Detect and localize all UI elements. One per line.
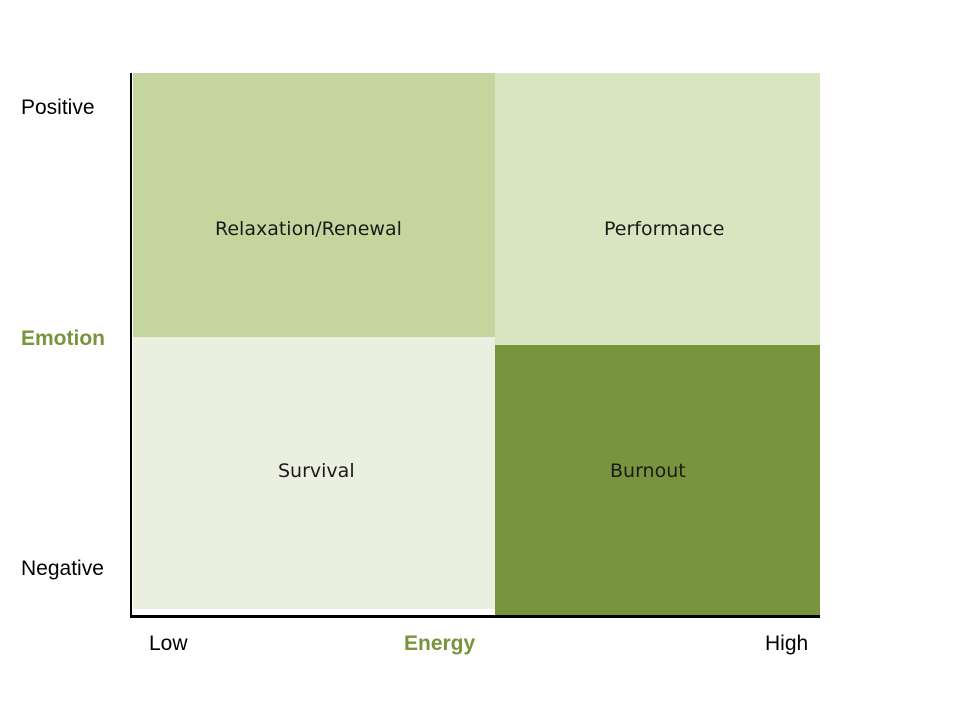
quadrant-label-burnout: Burnout — [610, 460, 686, 482]
x-axis-high-label: High — [765, 632, 809, 655]
y-axis-high-label: Positive — [21, 96, 95, 119]
quadrant-burnout: Burnout — [495, 345, 820, 616]
quadrant-survival: Survival — [133, 337, 495, 609]
quadrant-label-survival: Survival — [278, 460, 355, 482]
y-axis-title: Emotion — [21, 327, 105, 350]
quadrant-relaxation-renewal: Relaxation/Renewal — [133, 73, 495, 337]
quadrant-label-relaxation-renewal: Relaxation/Renewal — [215, 218, 402, 240]
quadrant-label-performance: Performance — [604, 218, 725, 240]
x-axis-line — [130, 615, 820, 618]
y-axis-low-label: Negative — [21, 557, 104, 580]
y-axis-line — [130, 73, 132, 618]
x-axis-title: Energy — [404, 632, 476, 655]
x-axis-low-label: Low — [149, 632, 188, 655]
quadrant-performance: Performance — [495, 73, 820, 345]
